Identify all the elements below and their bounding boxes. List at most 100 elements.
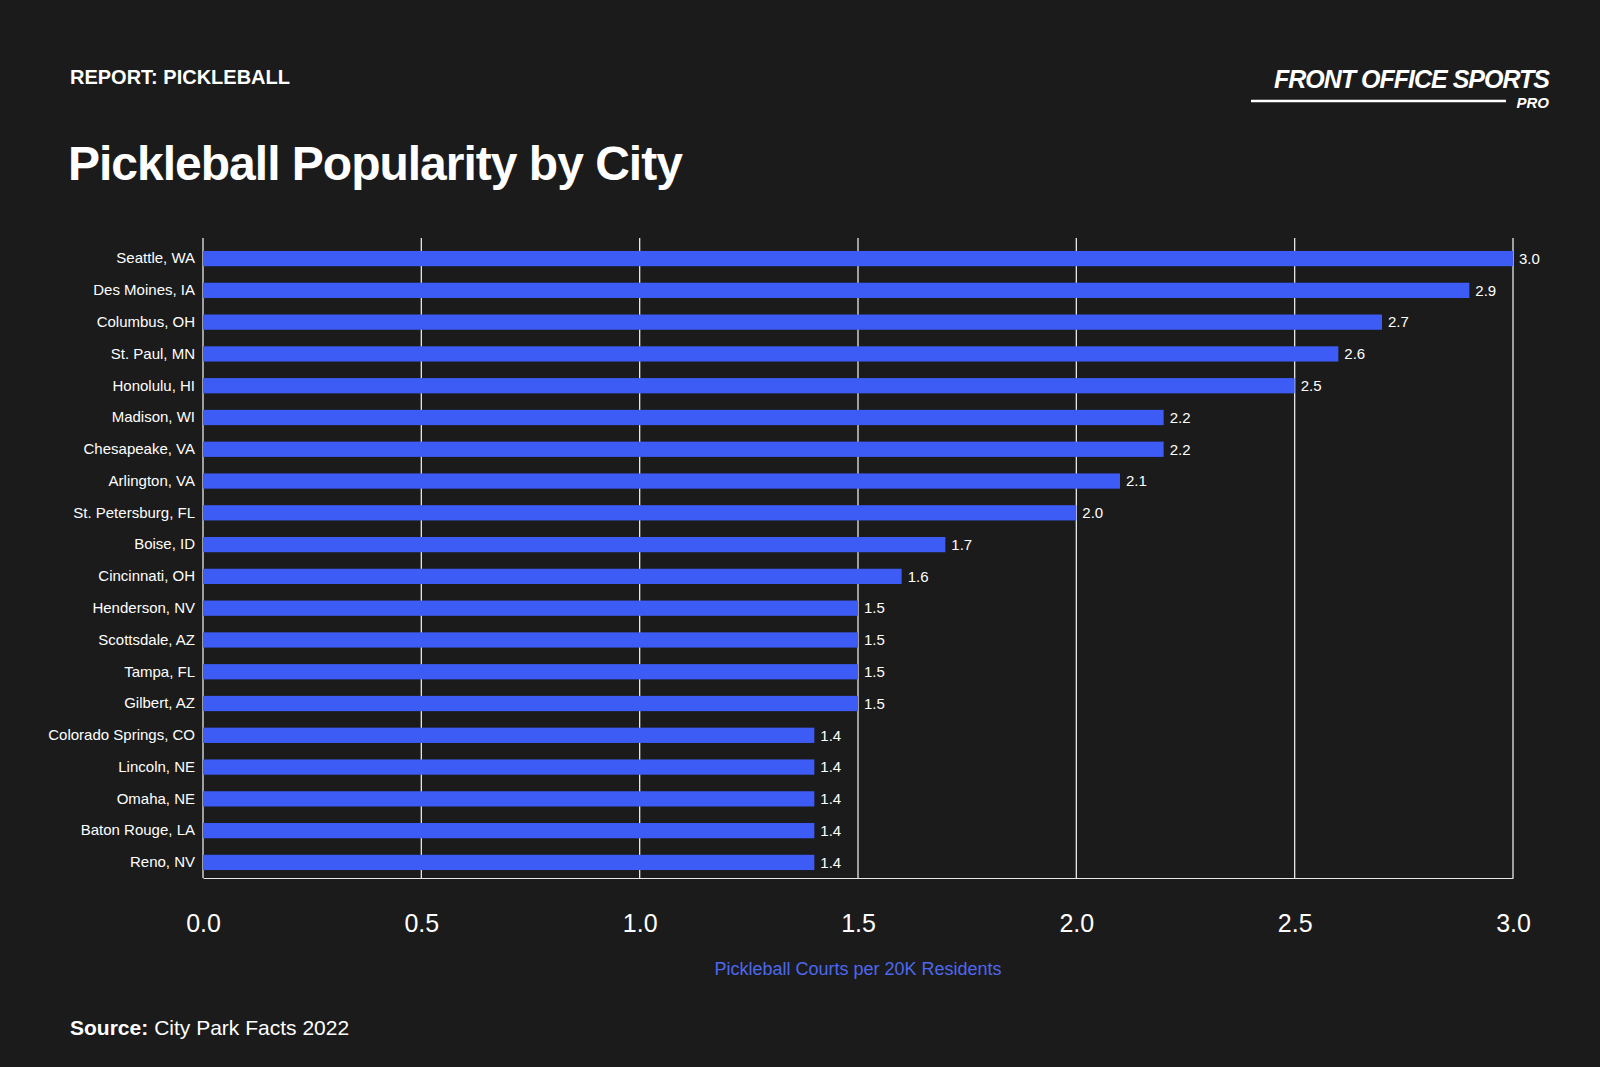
y-tick: Reno, NV (130, 853, 203, 870)
data-label: 2.5 (1301, 377, 1322, 394)
data-labels: 3.02.92.72.62.52.22.22.12.01.71.61.51.51… (820, 250, 1540, 871)
y-tick: Cincinnati, OH (98, 567, 203, 584)
data-label: 2.0 (1082, 504, 1103, 521)
y-tick: Colorado Springs, CO (48, 726, 203, 743)
grid-line (1294, 238, 1295, 878)
bar (203, 537, 945, 552)
x-tick: 1.0 (623, 878, 658, 937)
chart: REPORT: PICKLEBALL Pickleball Popularity … (0, 0, 1600, 1067)
data-label: 2.2 (1170, 441, 1191, 458)
data-label: 1.5 (864, 599, 885, 616)
y-tick: Henderson, NV (92, 599, 203, 616)
data-label: 3.0 (1519, 250, 1540, 267)
y-tick-label: Baton Rouge, LA (81, 821, 195, 838)
x-tick-label: 0.0 (186, 909, 221, 937)
y-tick-label: Omaha, NE (117, 790, 195, 807)
y-tick: Des Moines, IA (93, 281, 203, 298)
y-tick: St. Paul, MN (111, 345, 203, 362)
y-tick: Baton Rouge, LA (81, 821, 203, 838)
data-label: 2.7 (1388, 313, 1409, 330)
bar (203, 759, 814, 774)
y-tick-label: Chesapeake, VA (84, 440, 195, 457)
title: Pickleball Popularity by City (68, 137, 683, 190)
y-tick-label: Columbus, OH (97, 313, 195, 330)
y-tick: Columbus, OH (97, 313, 203, 330)
bars (203, 251, 1513, 870)
x-tick: 2.5 (1278, 878, 1313, 937)
data-label: 1.4 (820, 854, 841, 871)
x-tick: 1.5 (841, 878, 876, 937)
bar (203, 664, 858, 679)
y-tick: Boise, ID (134, 535, 203, 552)
y-tick-label: Lincoln, NE (118, 758, 195, 775)
data-label: 2.1 (1126, 472, 1147, 489)
y-tick-label: Reno, NV (130, 853, 195, 870)
y-tick: Tampa, FL (124, 663, 203, 680)
x-tick-label: 0.5 (404, 909, 439, 937)
y-tick: Seattle, WA (116, 249, 203, 266)
y-tick: Lincoln, NE (118, 758, 203, 775)
x-tick-label: 1.5 (841, 909, 876, 937)
grid-line (1512, 238, 1513, 878)
data-label: 1.5 (864, 695, 885, 712)
data-label: 1.4 (820, 822, 841, 839)
x-axis-line (204, 878, 1514, 879)
bar (203, 505, 1076, 520)
bar (203, 823, 814, 838)
bar (203, 283, 1469, 298)
bar (203, 315, 1382, 330)
data-label: 2.2 (1170, 409, 1191, 426)
bar (203, 632, 858, 647)
y-tick: Arlington, VA (109, 472, 203, 489)
y-tick-label: Honolulu, HI (112, 377, 195, 394)
data-label: 1.4 (820, 727, 841, 744)
bar (203, 346, 1338, 361)
bar (203, 791, 814, 806)
y-tick-label: Madison, WI (112, 408, 195, 425)
x-axis: 0.00.51.01.52.02.53.0 (186, 878, 1531, 937)
data-label: 1.5 (864, 631, 885, 648)
source-text: City Park Facts 2022 (154, 1016, 349, 1039)
logo: FRONT OFFICE SPORTS (1274, 65, 1550, 93)
bar (203, 569, 902, 584)
bar (203, 728, 814, 743)
logo-sub: PRO (1516, 94, 1549, 111)
y-tick-label: Henderson, NV (92, 599, 195, 616)
x-axis-title: Pickleball Courts per 20K Residents (714, 959, 1001, 979)
grid-line (857, 238, 858, 878)
y-tick: St. Petersburg, FL (73, 504, 203, 521)
x-tick-label: 2.5 (1278, 909, 1313, 937)
grid-line (202, 238, 203, 878)
grid-line (421, 238, 422, 878)
bar (203, 696, 858, 711)
y-tick-label: Seattle, WA (116, 249, 195, 266)
x-tick-label: 2.0 (1059, 909, 1094, 937)
data-label: 2.6 (1344, 345, 1365, 362)
y-tick: Madison, WI (112, 408, 203, 425)
y-tick-label: Boise, ID (134, 535, 195, 552)
y-tick: Gilbert, AZ (124, 694, 203, 711)
source: Source: City Park Facts 2022 (70, 1016, 349, 1039)
y-tick-label: St. Paul, MN (111, 345, 195, 362)
logo-rule (1251, 100, 1506, 103)
data-label: 1.6 (908, 568, 929, 585)
source-label: Source: (70, 1016, 148, 1039)
data-label: 1.4 (820, 790, 841, 807)
bar (203, 410, 1164, 425)
y-tick-label: Cincinnati, OH (98, 567, 195, 584)
y-tick-label: Scottsdale, AZ (98, 631, 195, 648)
bar (203, 251, 1513, 266)
data-label: 1.5 (864, 663, 885, 680)
bar (203, 378, 1295, 393)
data-label: 1.4 (820, 758, 841, 775)
bar (203, 442, 1164, 457)
subtitle: REPORT: PICKLEBALL (70, 66, 290, 88)
y-tick: Chesapeake, VA (84, 440, 203, 457)
y-axis-line (203, 244, 204, 879)
x-tick: 0.5 (404, 878, 439, 937)
x-tick: 2.0 (1059, 878, 1094, 937)
bar (203, 473, 1120, 488)
y-tick-label: Tampa, FL (124, 663, 195, 680)
data-label: 1.7 (951, 536, 972, 553)
grid (203, 238, 1513, 878)
